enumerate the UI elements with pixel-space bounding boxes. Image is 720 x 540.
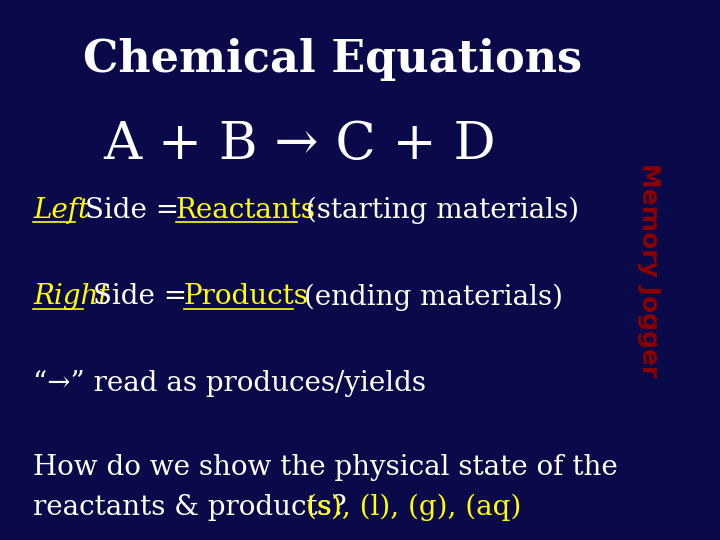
Text: Right: Right [33,284,109,310]
Text: (s), (l), (g), (aq): (s), (l), (g), (aq) [306,494,521,522]
Text: Memory Jogger: Memory Jogger [636,163,661,377]
Text: Chemical Equations: Chemical Equations [83,38,582,81]
Text: A + B → C + D: A + B → C + D [103,119,496,170]
Text: How do we show the physical state of the: How do we show the physical state of the [33,454,618,481]
Text: reactants & products?: reactants & products? [33,494,347,521]
Text: Side =: Side = [76,197,188,224]
Text: (starting materials): (starting materials) [297,197,580,225]
Text: Products: Products [184,284,308,310]
Text: Left: Left [33,197,89,224]
Text: (ending materials): (ending materials) [294,284,563,311]
Text: Reactants: Reactants [176,197,315,224]
Text: Side =: Side = [84,284,197,310]
Text: “→” read as produces/yields: “→” read as produces/yields [33,370,426,397]
